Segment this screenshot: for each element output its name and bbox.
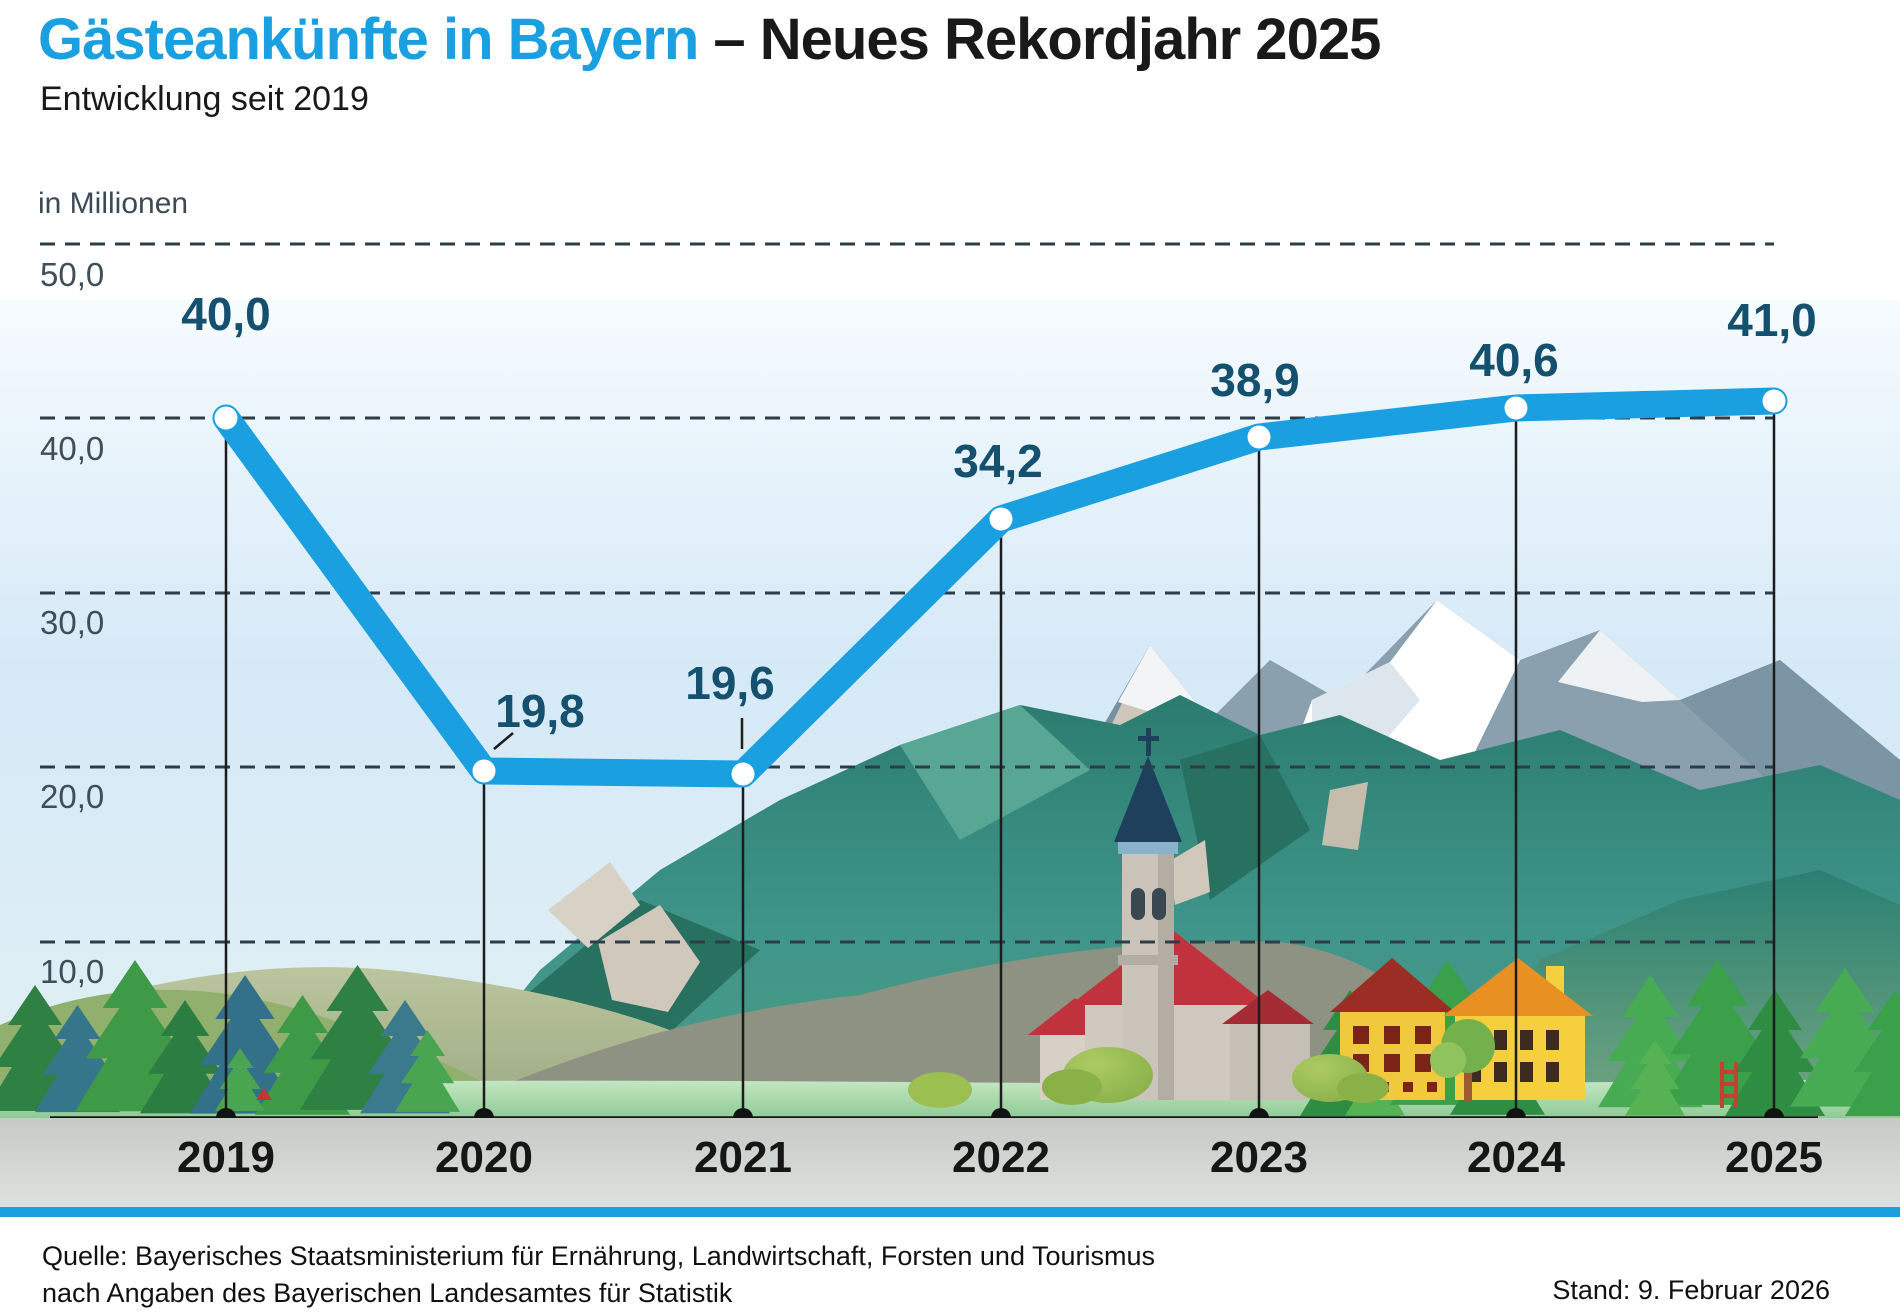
data-point-2021: [731, 762, 755, 786]
source-note: Quelle: Bayerisches Staatsministerium fü…: [42, 1238, 1155, 1312]
data-point-2024: [1504, 396, 1528, 420]
red-ladder: [1720, 1062, 1738, 1108]
year-label-2025: 2025: [1725, 1133, 1823, 1182]
title-rest: – Neues Rekordjahr 2025: [698, 7, 1381, 72]
y-tick-30: 30,0: [40, 604, 104, 641]
year-label-2024: 2024: [1467, 1133, 1565, 1182]
bushes: [908, 1047, 1389, 1108]
spire-band: [1118, 840, 1178, 854]
year-label-2020: 2020: [435, 1133, 533, 1182]
data-point-2019: [214, 406, 238, 430]
red-mushroom: [256, 1088, 272, 1100]
tower-window: [1131, 888, 1145, 920]
page-title: Gästeankünfte in Bayern – Neues Rekordja…: [38, 6, 1381, 73]
value-label-2023: 38,9: [1210, 354, 1300, 406]
data-point-2025: [1762, 389, 1786, 413]
page-subtitle: Entwicklung seit 2019: [40, 80, 369, 118]
fir-trees-right: [1300, 960, 1900, 1116]
label-leader-lines: [493, 718, 744, 750]
gridlines: [40, 242, 1774, 944]
value-label-2020: 19,8: [495, 685, 585, 737]
footer-divider-bar: [0, 1207, 1900, 1217]
data-point-2020: [472, 759, 496, 783]
value-label-2022: 34,2: [953, 435, 1043, 487]
stand-date: Stand: 9. Februar 2026: [1552, 1275, 1830, 1305]
spire-cross: [1138, 728, 1159, 756]
year-label-2023: 2023: [1210, 1133, 1308, 1182]
value-label-2019: 40,0: [181, 288, 271, 340]
data-point-2023: [1247, 425, 1271, 449]
year-label-2019: 2019: [177, 1133, 275, 1182]
value-label-2025: 41,0: [1727, 294, 1817, 346]
y-tick-40: 40,0: [40, 430, 104, 467]
village: [908, 728, 1593, 1108]
source-line-2: nach Angaben des Bayerischen Landesamtes…: [42, 1278, 733, 1308]
data-point-2022: [989, 507, 1013, 531]
y-axis-ticks: 50,0 40,0 30,0 20,0 10,0: [40, 256, 104, 990]
y-tick-50: 50,0: [40, 256, 104, 293]
landscape-illustration: [0, 300, 1900, 1118]
yellow-house-red-roof: [1330, 958, 1455, 1100]
year-band: [0, 1118, 1900, 1207]
value-label-2024: 40,6: [1469, 334, 1559, 386]
tower-window: [1152, 888, 1166, 920]
church-spire: [1114, 756, 1182, 842]
unit-label: in Millionen: [38, 187, 188, 220]
leafy-tree: [1430, 1019, 1495, 1102]
title-highlight: Gästeankünfte in Bayern: [38, 7, 699, 72]
value-label-2021: 19,6: [685, 657, 775, 709]
year-label-2022: 2022: [952, 1133, 1050, 1182]
source-line-1: Quelle: Bayerisches Staatsministerium fü…: [42, 1241, 1155, 1271]
fir-trees-left: [0, 960, 460, 1115]
year-stem-lines: [224, 401, 1776, 1118]
y-tick-10: 10,0: [40, 953, 104, 990]
year-label-2021: 2021: [694, 1133, 792, 1182]
x-axis-labels: 2019 2020 2021 2022 2023 2024 2025: [177, 1133, 1823, 1182]
data-value-labels: 40,0 19,8 19,6 34,2 38,9 40,6 41,0: [181, 288, 1817, 737]
y-tick-20: 20,0: [40, 778, 104, 815]
data-point-markers: [214, 389, 1786, 786]
